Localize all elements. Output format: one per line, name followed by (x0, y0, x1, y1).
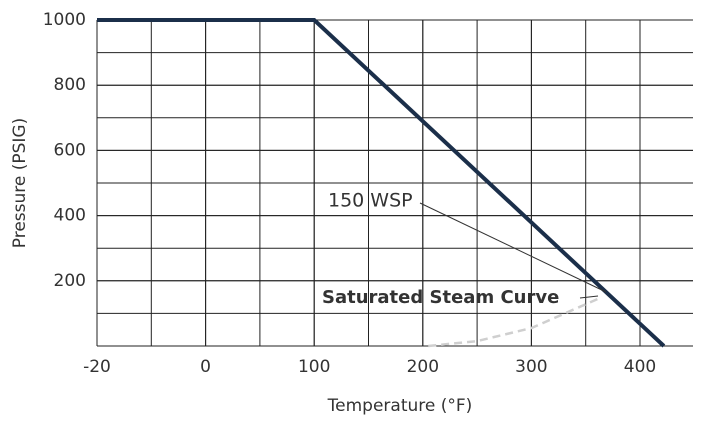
y-axis-label: Pressure (PSIG) (10, 118, 30, 249)
leader-line (579, 295, 599, 299)
series-annotation: Saturated Steam Curve (322, 287, 559, 308)
y-tick-label: 800 (54, 75, 86, 95)
x-tick-label: 100 (298, 357, 330, 377)
y-tick-label: 400 (54, 206, 86, 226)
x-tick-label: 0 (200, 357, 211, 377)
x-tick-label: 400 (624, 357, 656, 377)
series-line (428, 295, 603, 348)
series-annotation: 150 WSP (328, 190, 413, 212)
y-tick-label: 600 (54, 140, 86, 160)
x-tick-label: -20 (83, 357, 111, 377)
y-tick-label: 200 (54, 271, 86, 291)
x-tick-label: 300 (515, 357, 547, 377)
leader-line (419, 202, 607, 293)
x-tick-label: 200 (407, 357, 439, 377)
x-axis-label: Temperature (°F) (327, 396, 473, 416)
series-line (97, 18, 666, 348)
y-tick-label: 1000 (43, 10, 86, 30)
